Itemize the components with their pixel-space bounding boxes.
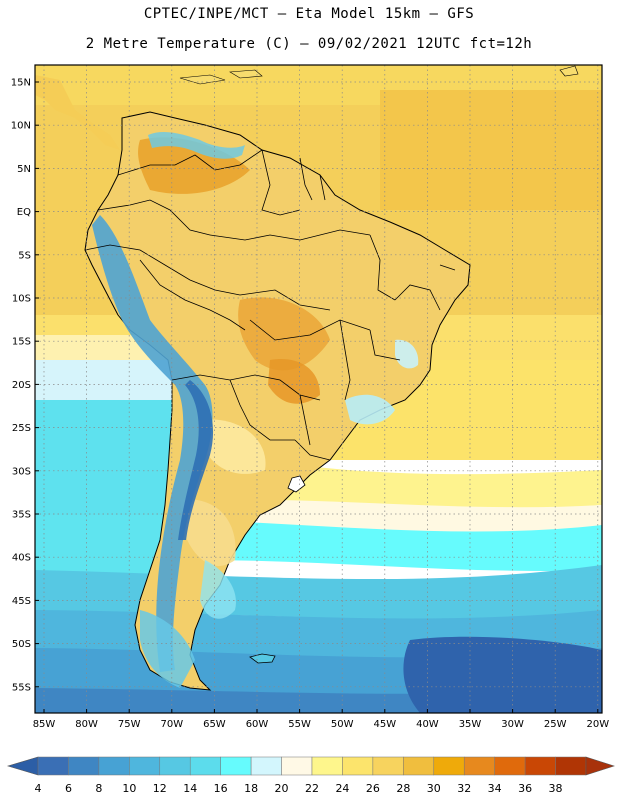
lon-label: 30W xyxy=(501,719,524,730)
colorbar-swatch xyxy=(37,756,69,776)
colorbar-swatch xyxy=(463,756,495,776)
colorbar-swatch xyxy=(342,756,374,776)
temperature-colorbar: 4 6 8 10 12 14 16 18 20 22 24 26 28 30 32 34 36 38 xyxy=(6,756,615,795)
colorbar-swatch xyxy=(129,756,161,776)
lat-label: 10N xyxy=(11,121,31,132)
lat-lon-grid xyxy=(35,65,602,713)
lon-label: 80W xyxy=(75,719,98,730)
lat-label: 5N xyxy=(17,164,31,175)
colorbar-label: 4 xyxy=(35,782,42,795)
colorbar-swatch xyxy=(433,756,465,776)
colorbar-swatch xyxy=(372,756,404,776)
longitude-labels: 85W 80W 75W 70W 65W 60W 55W 50W 45W 40W 35W 30W 25W 2… xyxy=(33,709,609,730)
lon-label: 45W xyxy=(373,719,396,730)
colorbar-swatch xyxy=(98,756,130,776)
colorbar-label: 16 xyxy=(214,782,228,795)
colorbar-label: 6 xyxy=(65,782,72,795)
lat-label: 10S xyxy=(12,294,31,305)
temperature-field xyxy=(35,65,602,713)
latitude-labels: 15N 10N 5N EQ 5S 10S 15S 20S 25S 30S 35S 40S 45S 50S 5… xyxy=(11,78,39,693)
colorbar-swatch xyxy=(68,756,100,776)
lat-label: 30S xyxy=(12,466,31,477)
colorbar-label: 28 xyxy=(396,782,410,795)
colorbar-label: 24 xyxy=(335,782,349,795)
colorbar-label: 10 xyxy=(122,782,136,795)
map-title-line2: 2 Metre Temperature (C) – 09/02/2021 12U… xyxy=(85,36,533,52)
colorbar-label: 34 xyxy=(488,782,502,795)
map-title-line1: CPTEC/INPE/MCT – Eta Model 15km – GFS xyxy=(143,6,475,22)
colorbar-label: 14 xyxy=(183,782,197,795)
colorbar-over-arrow xyxy=(585,756,615,776)
colorbar-swatch xyxy=(555,756,587,776)
colorbar-label: 20 xyxy=(275,782,289,795)
lon-label: 85W xyxy=(33,719,56,730)
colorbar-under-arrow xyxy=(6,756,39,776)
lat-label: 35S xyxy=(12,510,31,521)
colorbar-label: 32 xyxy=(457,782,471,795)
colorbar-swatch xyxy=(250,756,282,776)
lon-label: 60W xyxy=(246,719,269,730)
colorbar-label: 26 xyxy=(366,782,380,795)
lat-label: 40S xyxy=(12,553,31,564)
lat-label: 5S xyxy=(18,250,31,261)
lon-label: 75W xyxy=(118,719,141,730)
lon-label: 70W xyxy=(160,719,183,730)
plot-frame xyxy=(34,64,603,714)
lon-label: 20W xyxy=(586,719,609,730)
colorbar-swatch xyxy=(189,756,221,776)
lon-label: 35W xyxy=(459,719,482,730)
lon-label: 25W xyxy=(544,719,567,730)
lat-label: 50S xyxy=(12,639,31,650)
colorbar-swatch xyxy=(494,756,526,776)
colorbar-label: 38 xyxy=(549,782,563,795)
colorbar-label: 18 xyxy=(244,782,258,795)
colorbar-swatch xyxy=(311,756,343,776)
colorbar-label: 36 xyxy=(518,782,532,795)
colorbar-label: 12 xyxy=(153,782,167,795)
lon-label: 65W xyxy=(203,719,226,730)
colorbar-label: 22 xyxy=(305,782,319,795)
lat-label: 15N xyxy=(11,78,31,89)
colorbar-swatch xyxy=(159,756,191,776)
lat-label: 55S xyxy=(12,682,31,693)
colorbar-swatch xyxy=(524,756,556,776)
lat-label: 45S xyxy=(12,596,31,607)
colorbar-label: 30 xyxy=(427,782,441,795)
lat-label: 25S xyxy=(12,423,31,434)
colorbar-swatch xyxy=(281,756,313,776)
colorbar-label: 8 xyxy=(95,782,102,795)
colorbar-swatch xyxy=(403,756,435,776)
lon-label: 50W xyxy=(331,719,354,730)
lon-label: 40W xyxy=(416,719,439,730)
lat-label: 15S xyxy=(12,337,31,348)
lat-label: 20S xyxy=(12,380,31,391)
lon-label: 55W xyxy=(288,719,311,730)
colorbar-swatch xyxy=(220,756,252,776)
lat-label: EQ xyxy=(17,207,31,218)
